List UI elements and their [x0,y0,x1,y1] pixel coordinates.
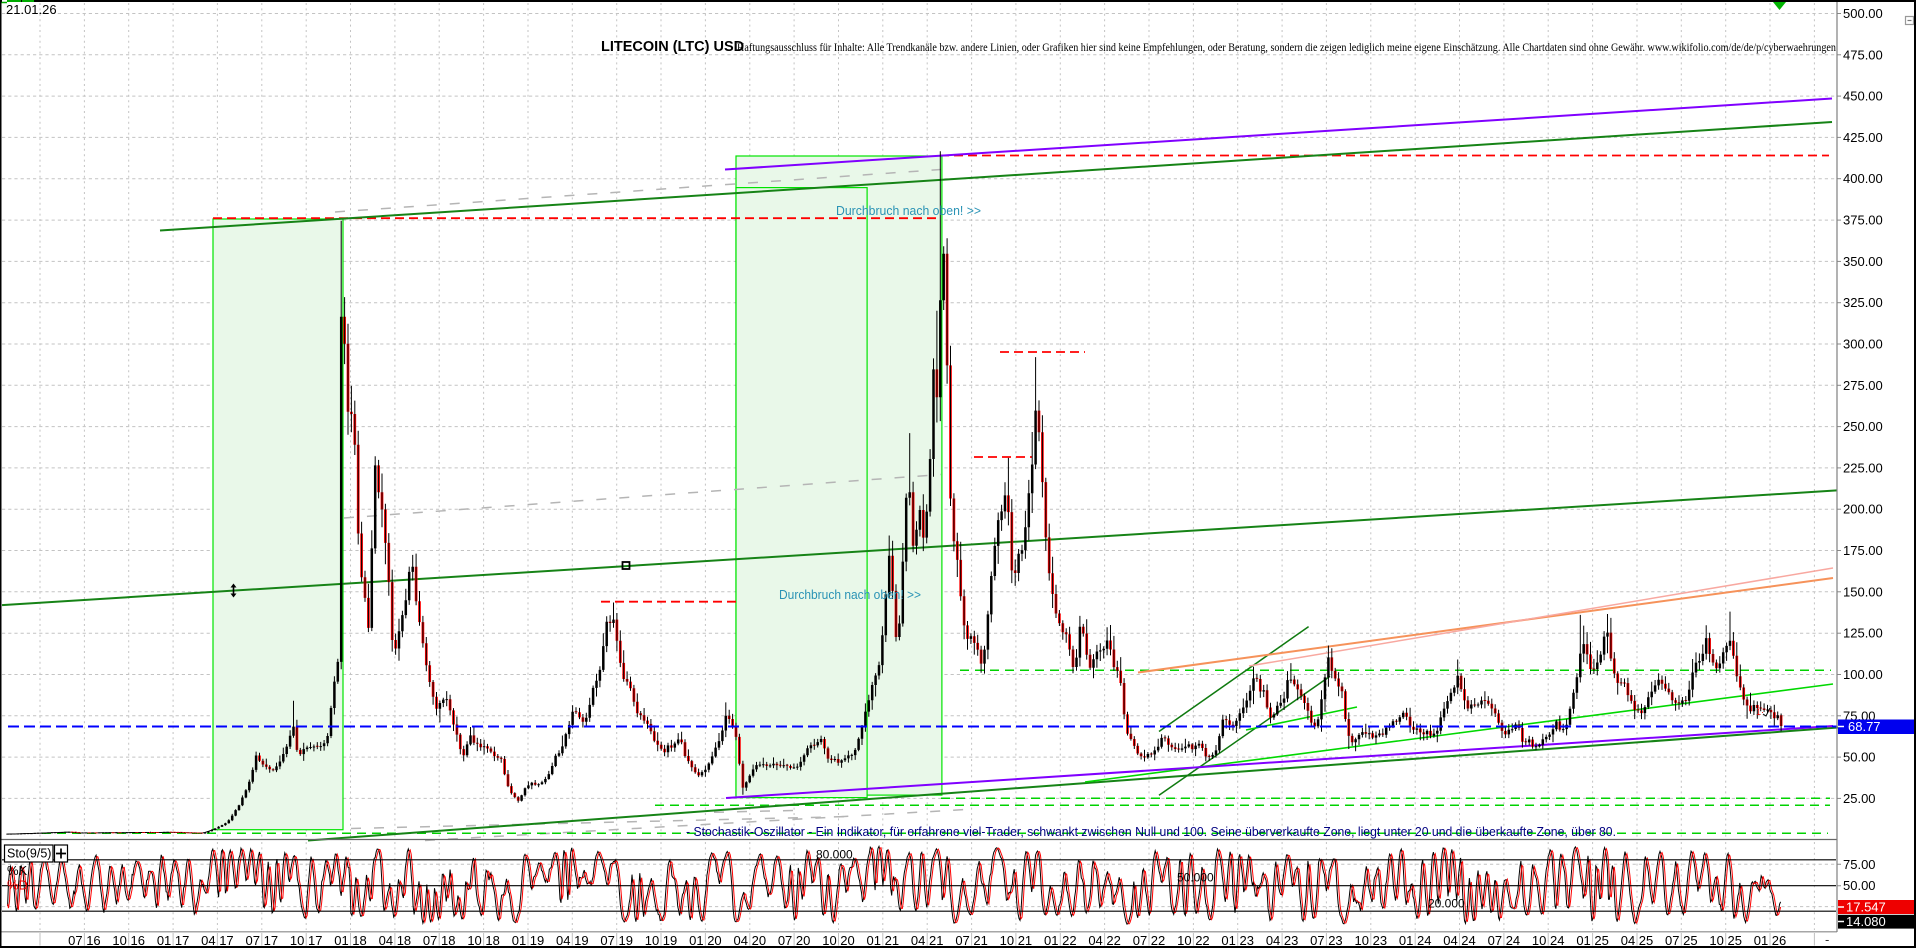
svg-text:04 22: 04 22 [1088,933,1121,948]
svg-text:04 25: 04 25 [1621,933,1654,948]
svg-text:%D: %D [7,878,28,893]
svg-text:325.00: 325.00 [1843,295,1883,310]
svg-text:14.080: 14.080 [1846,914,1886,929]
svg-text:07 18: 07 18 [423,933,456,948]
svg-text:17.547: 17.547 [1846,900,1886,915]
svg-text:04 20: 04 20 [734,933,767,948]
svg-text:01 25: 01 25 [1576,933,1609,948]
svg-text:475.00: 475.00 [1843,47,1883,62]
svg-text:80.000: 80.000 [816,848,853,862]
svg-text:10 23: 10 23 [1355,933,1388,948]
svg-text:10 17: 10 17 [290,933,323,948]
svg-text:50.00: 50.00 [1843,878,1876,893]
svg-text:10 20: 10 20 [822,933,855,948]
svg-text:01 24: 01 24 [1399,933,1432,948]
svg-text:400.00: 400.00 [1843,171,1883,186]
svg-text:25.00: 25.00 [1843,791,1876,806]
svg-text:07 24: 07 24 [1488,933,1521,948]
svg-text:04 23: 04 23 [1266,933,1299,948]
svg-text:- Stochastik-Oszillator - Ein: - Stochastik-Oszillator - Ein Indikator,… [686,824,1616,839]
svg-text:10 19: 10 19 [645,933,678,948]
svg-text:1·: 1· [1756,707,1764,717]
svg-text:01 19: 01 19 [512,933,545,948]
svg-text:Durchbruch nach oben! >>: Durchbruch nach oben! >> [779,587,921,602]
svg-text:50.00: 50.00 [1843,750,1876,765]
svg-text:10 24: 10 24 [1532,933,1565,948]
svg-text:01 20: 01 20 [689,933,722,948]
svg-text:50.000: 50.000 [1177,871,1214,885]
svg-text:Haftungsausschluss für Inhalte: Haftungsausschluss für Inhalte: Alle Tre… [737,40,1836,54]
svg-text:01 17: 01 17 [157,933,190,948]
svg-text:68.77: 68.77 [1848,719,1881,734]
svg-text:250.00: 250.00 [1843,419,1883,434]
svg-text:01 22: 01 22 [1044,933,1077,948]
svg-text:20.000: 20.000 [1428,897,1465,911]
svg-text:04 17: 04 17 [201,933,234,948]
svg-text:%K: %K [7,863,28,878]
svg-text:07 25: 07 25 [1665,933,1698,948]
svg-text:75.00: 75.00 [1843,857,1876,872]
svg-text:07 20: 07 20 [778,933,811,948]
svg-text:275.00: 275.00 [1843,378,1883,393]
svg-text:07 17: 07 17 [246,933,279,948]
svg-text:225.00: 225.00 [1843,460,1883,475]
svg-text:04 21: 04 21 [911,933,944,948]
svg-text:Durchbruch nach oben! >>: Durchbruch nach oben! >> [836,203,981,218]
svg-text:LITECOIN (LTC) USD: LITECOIN (LTC) USD [601,39,744,55]
svg-text:07 22: 07 22 [1133,933,1166,948]
svg-text:-: - [1825,932,1829,947]
svg-text:01 18: 01 18 [334,933,367,948]
svg-text:10 16: 10 16 [112,933,145,948]
svg-text:07 19: 07 19 [600,933,633,948]
svg-text:04 18: 04 18 [379,933,412,948]
svg-text:07 23: 07 23 [1310,933,1343,948]
svg-text:375.00: 375.00 [1843,213,1883,228]
svg-text:150.00: 150.00 [1843,584,1883,599]
svg-text:07 16: 07 16 [68,933,101,948]
svg-text:01 23: 01 23 [1221,933,1254,948]
svg-text:Sto(9/5): Sto(9/5) [7,847,51,861]
svg-text:200.00: 200.00 [1843,502,1883,517]
svg-text:07 21: 07 21 [955,933,988,948]
svg-text:500.00: 500.00 [1843,6,1883,21]
svg-text:10 22: 10 22 [1177,933,1210,948]
svg-text:175.00: 175.00 [1843,543,1883,558]
svg-text:350.00: 350.00 [1843,254,1883,269]
svg-text:10 25: 10 25 [1709,933,1742,948]
svg-text:04 19: 04 19 [556,933,589,948]
svg-text:450.00: 450.00 [1843,89,1883,104]
svg-text:300.00: 300.00 [1843,336,1883,351]
svg-text:04 24: 04 24 [1443,933,1476,948]
svg-text:125.00: 125.00 [1843,626,1883,641]
svg-text:01 26: 01 26 [1754,933,1787,948]
svg-text:01 21: 01 21 [867,933,900,948]
svg-text:10 21: 10 21 [1000,933,1033,948]
svg-text:10 18: 10 18 [467,933,500,948]
svg-text:425.00: 425.00 [1843,130,1883,145]
svg-text:21.01.26: 21.01.26 [6,2,57,17]
svg-text:100.00: 100.00 [1843,667,1883,682]
